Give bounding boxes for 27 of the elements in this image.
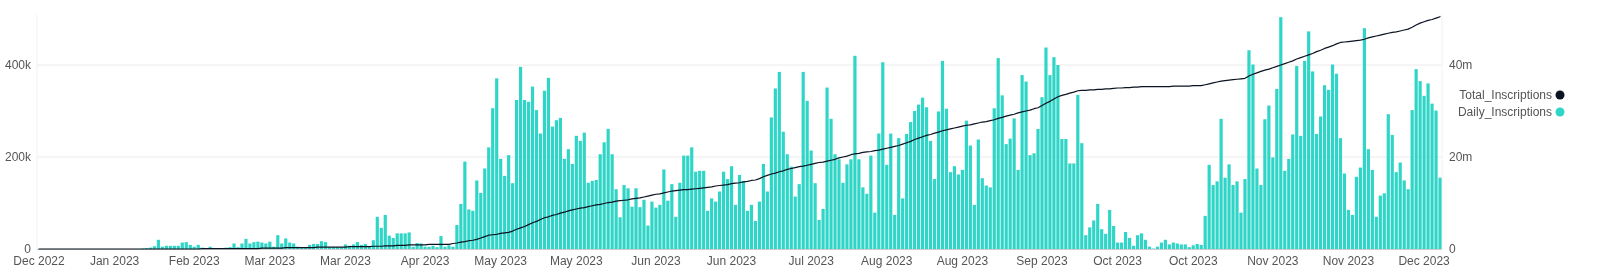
legend-label: Daily_Inscriptions [1457, 105, 1552, 119]
x-tick-label: Feb 2023 [168, 254, 220, 268]
x-tick-label: Jul 2023 [788, 254, 835, 268]
x-tick-label: May 2023 [474, 254, 528, 268]
x-tick-label: Aug 2023 [936, 254, 989, 268]
x-tick-label: May 2023 [549, 254, 603, 268]
x-tick-label: Jun 2023 [631, 254, 681, 268]
x-tick-label: Sep 2023 [1016, 254, 1068, 268]
x-tick-label: Jun 2023 [706, 254, 757, 268]
x-tick-label: Mar 2023 [244, 254, 296, 268]
y2-tick-label: 0 [1449, 242, 1456, 256]
y-tick-label: 400k [4, 58, 32, 72]
x-tick-label: Aug 2023 [861, 254, 913, 268]
x-tick-label: Nov 2023 [1322, 254, 1375, 268]
x-tick-label: Oct 2023 [1168, 254, 1218, 268]
x-tick-label: Oct 2023 [1093, 254, 1143, 268]
x-tick-label: Mar 2023 [320, 254, 372, 268]
y-tick-label: 0 [24, 242, 32, 256]
x-tick-label: Dec 2022 [13, 254, 65, 268]
x-tick-label: Apr 2023 [400, 254, 450, 268]
x-tick-label: Dec 2023 [1398, 254, 1451, 268]
y-tick-label: 200k [4, 150, 32, 164]
y2-tick-label: 40m [1449, 58, 1473, 72]
y2-tick-label: 20m [1449, 150, 1473, 164]
x-tick-label: Nov 2023 [1247, 254, 1299, 268]
legend-label: Total_Inscriptions [1459, 88, 1552, 102]
x-tick-label: Jan 2023 [89, 254, 140, 268]
